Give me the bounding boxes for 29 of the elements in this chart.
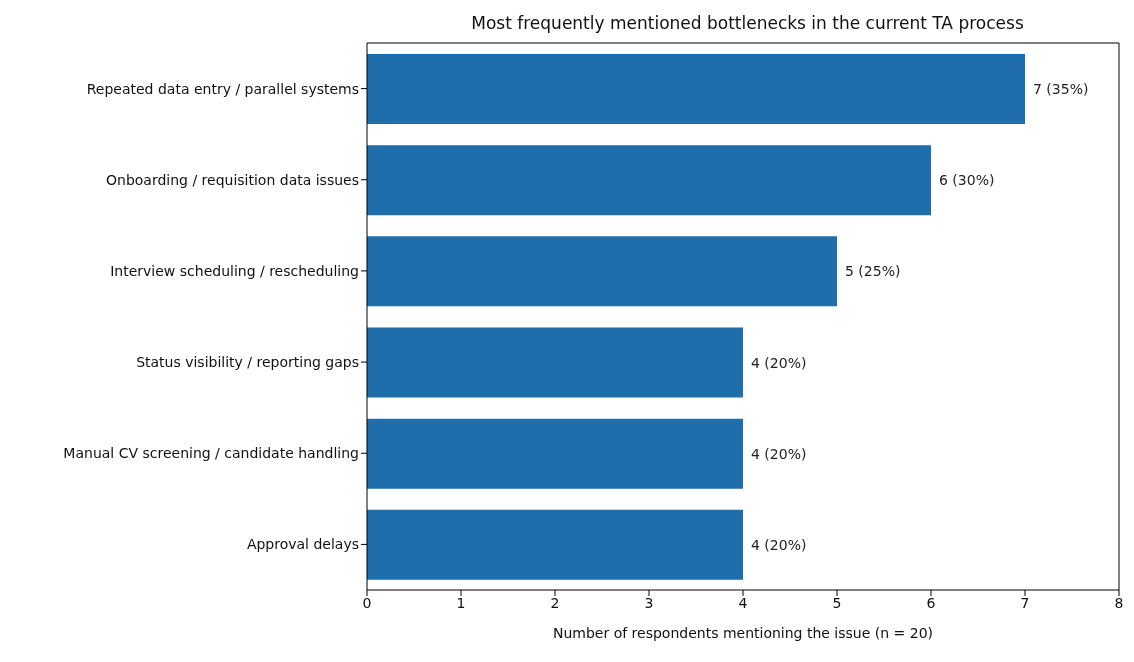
y-tick-label: Approval delays [246, 536, 359, 553]
bar [367, 327, 743, 398]
x-tick-label: 6 [926, 594, 936, 611]
y-tick-label: Manual CV screening / candidate handling [63, 445, 359, 462]
x-tick-label: 3 [644, 594, 654, 611]
y-tick-label: Interview scheduling / rescheduling [110, 262, 359, 279]
bar [367, 54, 1025, 124]
x-tick-label: 0 [362, 594, 372, 611]
x-tick-label: 8 [1114, 594, 1124, 611]
data-label: 7 (35%) [1033, 81, 1089, 97]
data-label: 4 (20%) [751, 536, 807, 553]
x-axis-title: Number of respondents mentioning the issue (n = 20) [552, 625, 934, 641]
data-label: 5 (25%) [845, 263, 901, 280]
bar [367, 236, 837, 307]
bar [367, 418, 743, 489]
chart-title: Most frequently mentioned bottlenecks in the current TA process [470, 12, 1025, 35]
x-tick-label: 2 [550, 594, 560, 611]
data-label: 4 (20%) [751, 354, 807, 371]
y-tick-label: Repeated data entry / parallel systems [86, 80, 359, 97]
y-tick-label: Onboarding / requisition data issues [106, 171, 359, 188]
x-tick-label: 5 [832, 594, 842, 611]
data-label: 4 (20%) [751, 445, 807, 462]
x-tick-label: 7 [1020, 594, 1030, 611]
x-tick-label: 4 [738, 594, 748, 611]
data-label: 6 (30%) [939, 172, 995, 189]
bar [367, 145, 931, 216]
bar [367, 509, 743, 580]
y-tick-label: Status visibility / reporting gaps [136, 354, 359, 371]
x-tick-label: 1 [456, 594, 466, 611]
